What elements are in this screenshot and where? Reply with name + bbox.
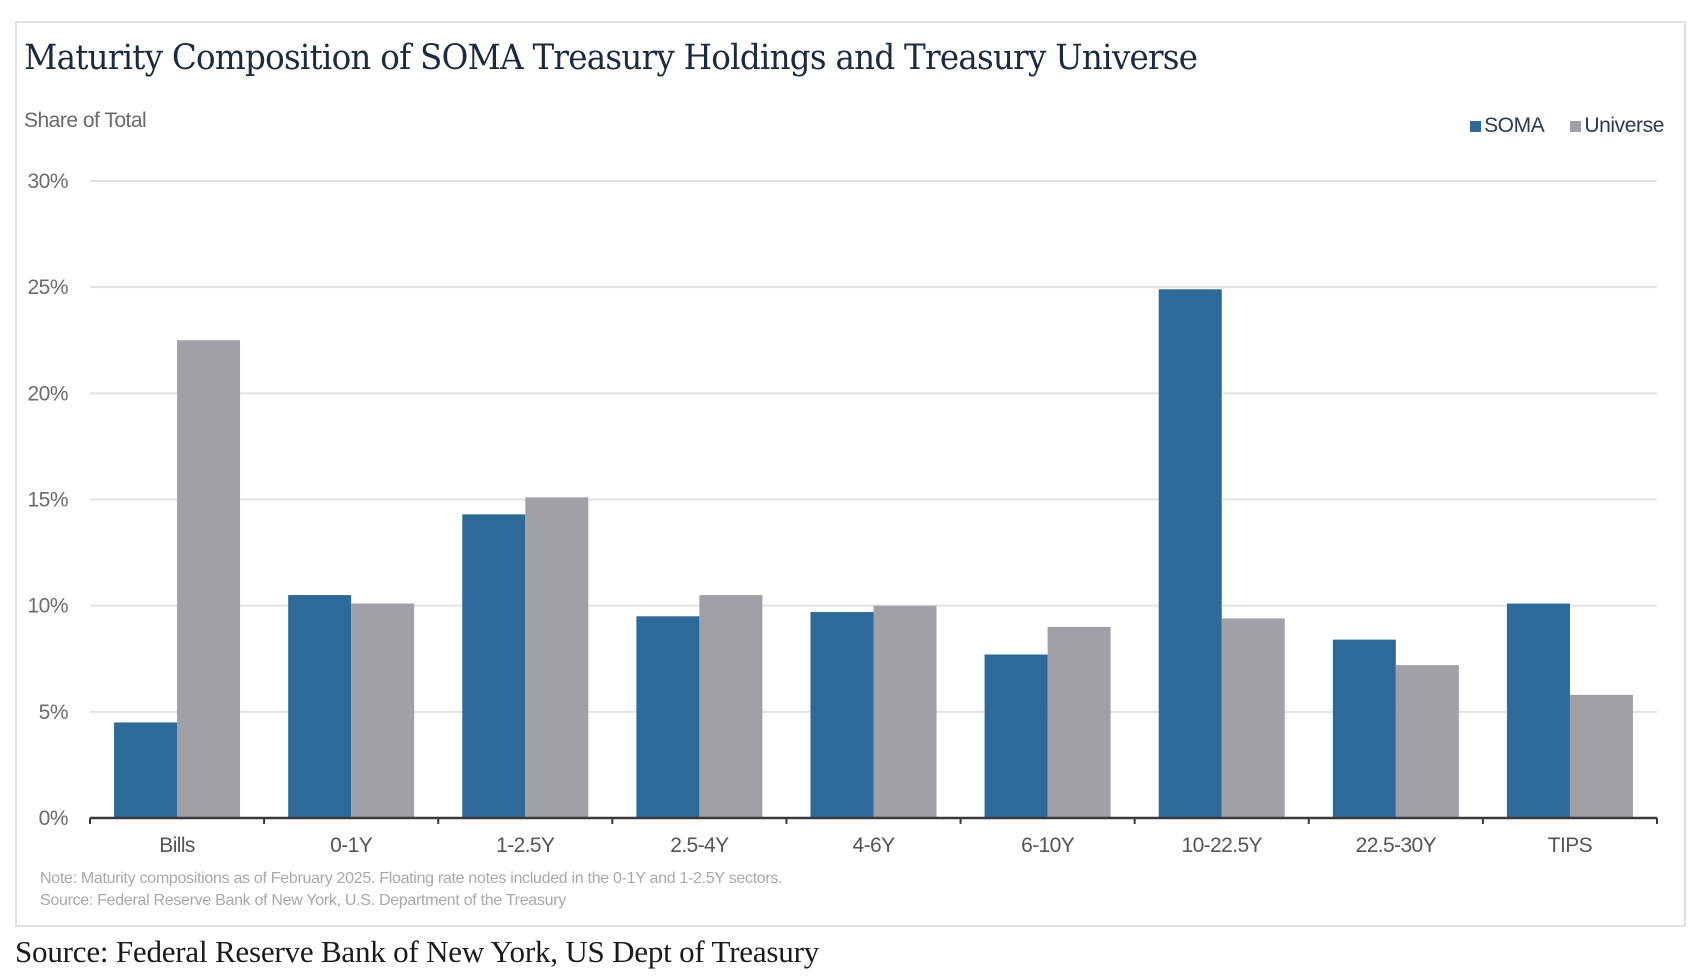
x-tick-label: 22.5-30Y xyxy=(1356,834,1437,857)
y-tick-label: 15% xyxy=(27,489,68,512)
chart-title: Maturity Composition of SOMA Treasury Ho… xyxy=(24,38,1198,78)
x-tick-label: 4-6Y xyxy=(853,834,896,857)
bar-universe-0-1y xyxy=(351,603,415,818)
bar-universe-22-5-30y xyxy=(1395,665,1459,818)
legend: SOMA Universe xyxy=(1470,114,1664,138)
chart-note: Note: Maturity compositions as of Februa… xyxy=(40,870,783,887)
y-tick-label: 20% xyxy=(27,382,68,405)
legend-label-soma: SOMA xyxy=(1484,114,1545,137)
legend-swatch-universe xyxy=(1570,120,1582,132)
bar-soma-4-6y xyxy=(810,612,874,818)
y-tick-label: 25% xyxy=(27,276,68,299)
bar-soma-bills xyxy=(114,722,178,818)
y-axis-label: Share of Total xyxy=(24,109,147,132)
y-tick-label: 5% xyxy=(39,701,68,724)
legend-label-universe: Universe xyxy=(1584,114,1664,137)
bar-soma-22-5-30y xyxy=(1332,639,1396,818)
x-axis xyxy=(89,816,1658,824)
x-tick-label: 10-22.5Y xyxy=(1182,834,1263,857)
y-tick-labels: 0% 5% 10% 15% 20% 25% 30% xyxy=(27,170,68,830)
x-tick-label: 6-10Y xyxy=(1021,834,1075,857)
bar-soma-0-1y xyxy=(288,595,352,818)
bar-soma-tips xyxy=(1506,603,1570,818)
legend-item-soma: SOMA xyxy=(1470,114,1545,138)
legend-item-universe: Universe xyxy=(1570,114,1664,138)
x-tick-label: 2.5-4Y xyxy=(670,834,729,857)
caption-source: Source: Federal Reserve Bank of New York… xyxy=(15,934,820,969)
bar-soma-1-2-5y xyxy=(462,514,526,818)
x-tick-label: 0-1Y xyxy=(330,834,373,857)
bar-soma-10-22-5y xyxy=(1158,289,1222,818)
y-tick-label: 30% xyxy=(27,170,68,193)
chart-source-note: Source: Federal Reserve Bank of New York… xyxy=(40,892,566,909)
bar-soma-2-5-4y xyxy=(636,616,700,818)
x-tick-label: TIPS xyxy=(1548,834,1593,857)
bar-universe-4-6y xyxy=(873,605,937,818)
x-tick-label: Bills xyxy=(159,834,195,857)
x-tick-label: 1-2.5Y xyxy=(496,834,555,857)
bars xyxy=(114,289,1633,818)
bar-universe-6-10y xyxy=(1047,626,1111,818)
bar-universe-2-5-4y xyxy=(699,595,763,818)
bar-universe-1-2-5y xyxy=(525,497,589,818)
y-tick-label: 10% xyxy=(27,595,68,618)
legend-swatch-soma xyxy=(1470,120,1482,132)
x-tick-labels: Bills 0-1Y 1-2.5Y 2.5-4Y 4-6Y 6-10Y 10-22.5Y 22… xyxy=(159,834,1593,857)
bar-universe-10-22-5y xyxy=(1221,618,1285,818)
bar-universe-tips xyxy=(1569,694,1633,818)
bar-soma-6-10y xyxy=(984,654,1048,818)
y-tick-label: 0% xyxy=(39,807,68,830)
bar-universe-bills xyxy=(177,340,241,818)
